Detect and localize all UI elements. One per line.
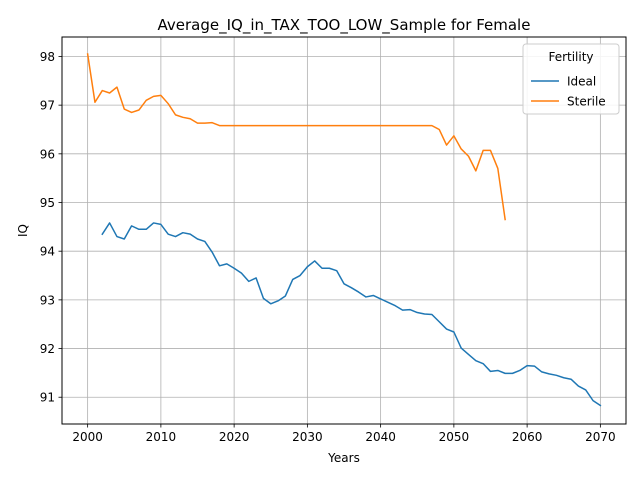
x-axis: 2000 2010 2020 2030 2040 2050 2060 2070 — [72, 424, 616, 444]
series-lines — [86, 53, 602, 407]
legend-box — [522, 43, 620, 115]
series-line-ideal — [101, 222, 602, 407]
x-tick-label: 2000 — [72, 430, 103, 444]
y-tick-label: 91 — [40, 391, 55, 405]
legend-label-sterile: Sterile — [567, 95, 606, 109]
legend-title: Fertility — [548, 50, 593, 64]
y-tick-label: 96 — [40, 147, 55, 161]
legend: Fertility Ideal Sterile — [522, 43, 620, 115]
y-tick-label: 98 — [40, 50, 55, 64]
series-line-sterile — [86, 53, 506, 221]
y-axis: 91 92 93 94 95 96 97 98 — [40, 50, 62, 405]
chart-title: Average_IQ_in_TAX_TOO_LOW_Sample for Fem… — [158, 16, 531, 35]
x-tick-label: 2050 — [439, 430, 470, 444]
x-tick-label: 2030 — [292, 430, 323, 444]
x-tick-label: 2070 — [585, 430, 616, 444]
x-tick-label: 2040 — [365, 430, 396, 444]
plot-frame — [61, 36, 627, 425]
y-tick-label: 94 — [40, 245, 55, 259]
x-tick-label: 2060 — [512, 430, 543, 444]
legend-label-ideal: Ideal — [567, 75, 596, 89]
y-axis-label: IQ — [16, 224, 30, 237]
y-tick-label: 92 — [40, 342, 55, 356]
x-axis-label: Years — [327, 451, 360, 465]
y-tick-label: 93 — [40, 293, 55, 307]
y-tick-label: 97 — [40, 99, 55, 113]
y-tick-label: 95 — [40, 196, 55, 210]
x-tick-label: 2020 — [219, 430, 250, 444]
x-tick-label: 2010 — [146, 430, 177, 444]
